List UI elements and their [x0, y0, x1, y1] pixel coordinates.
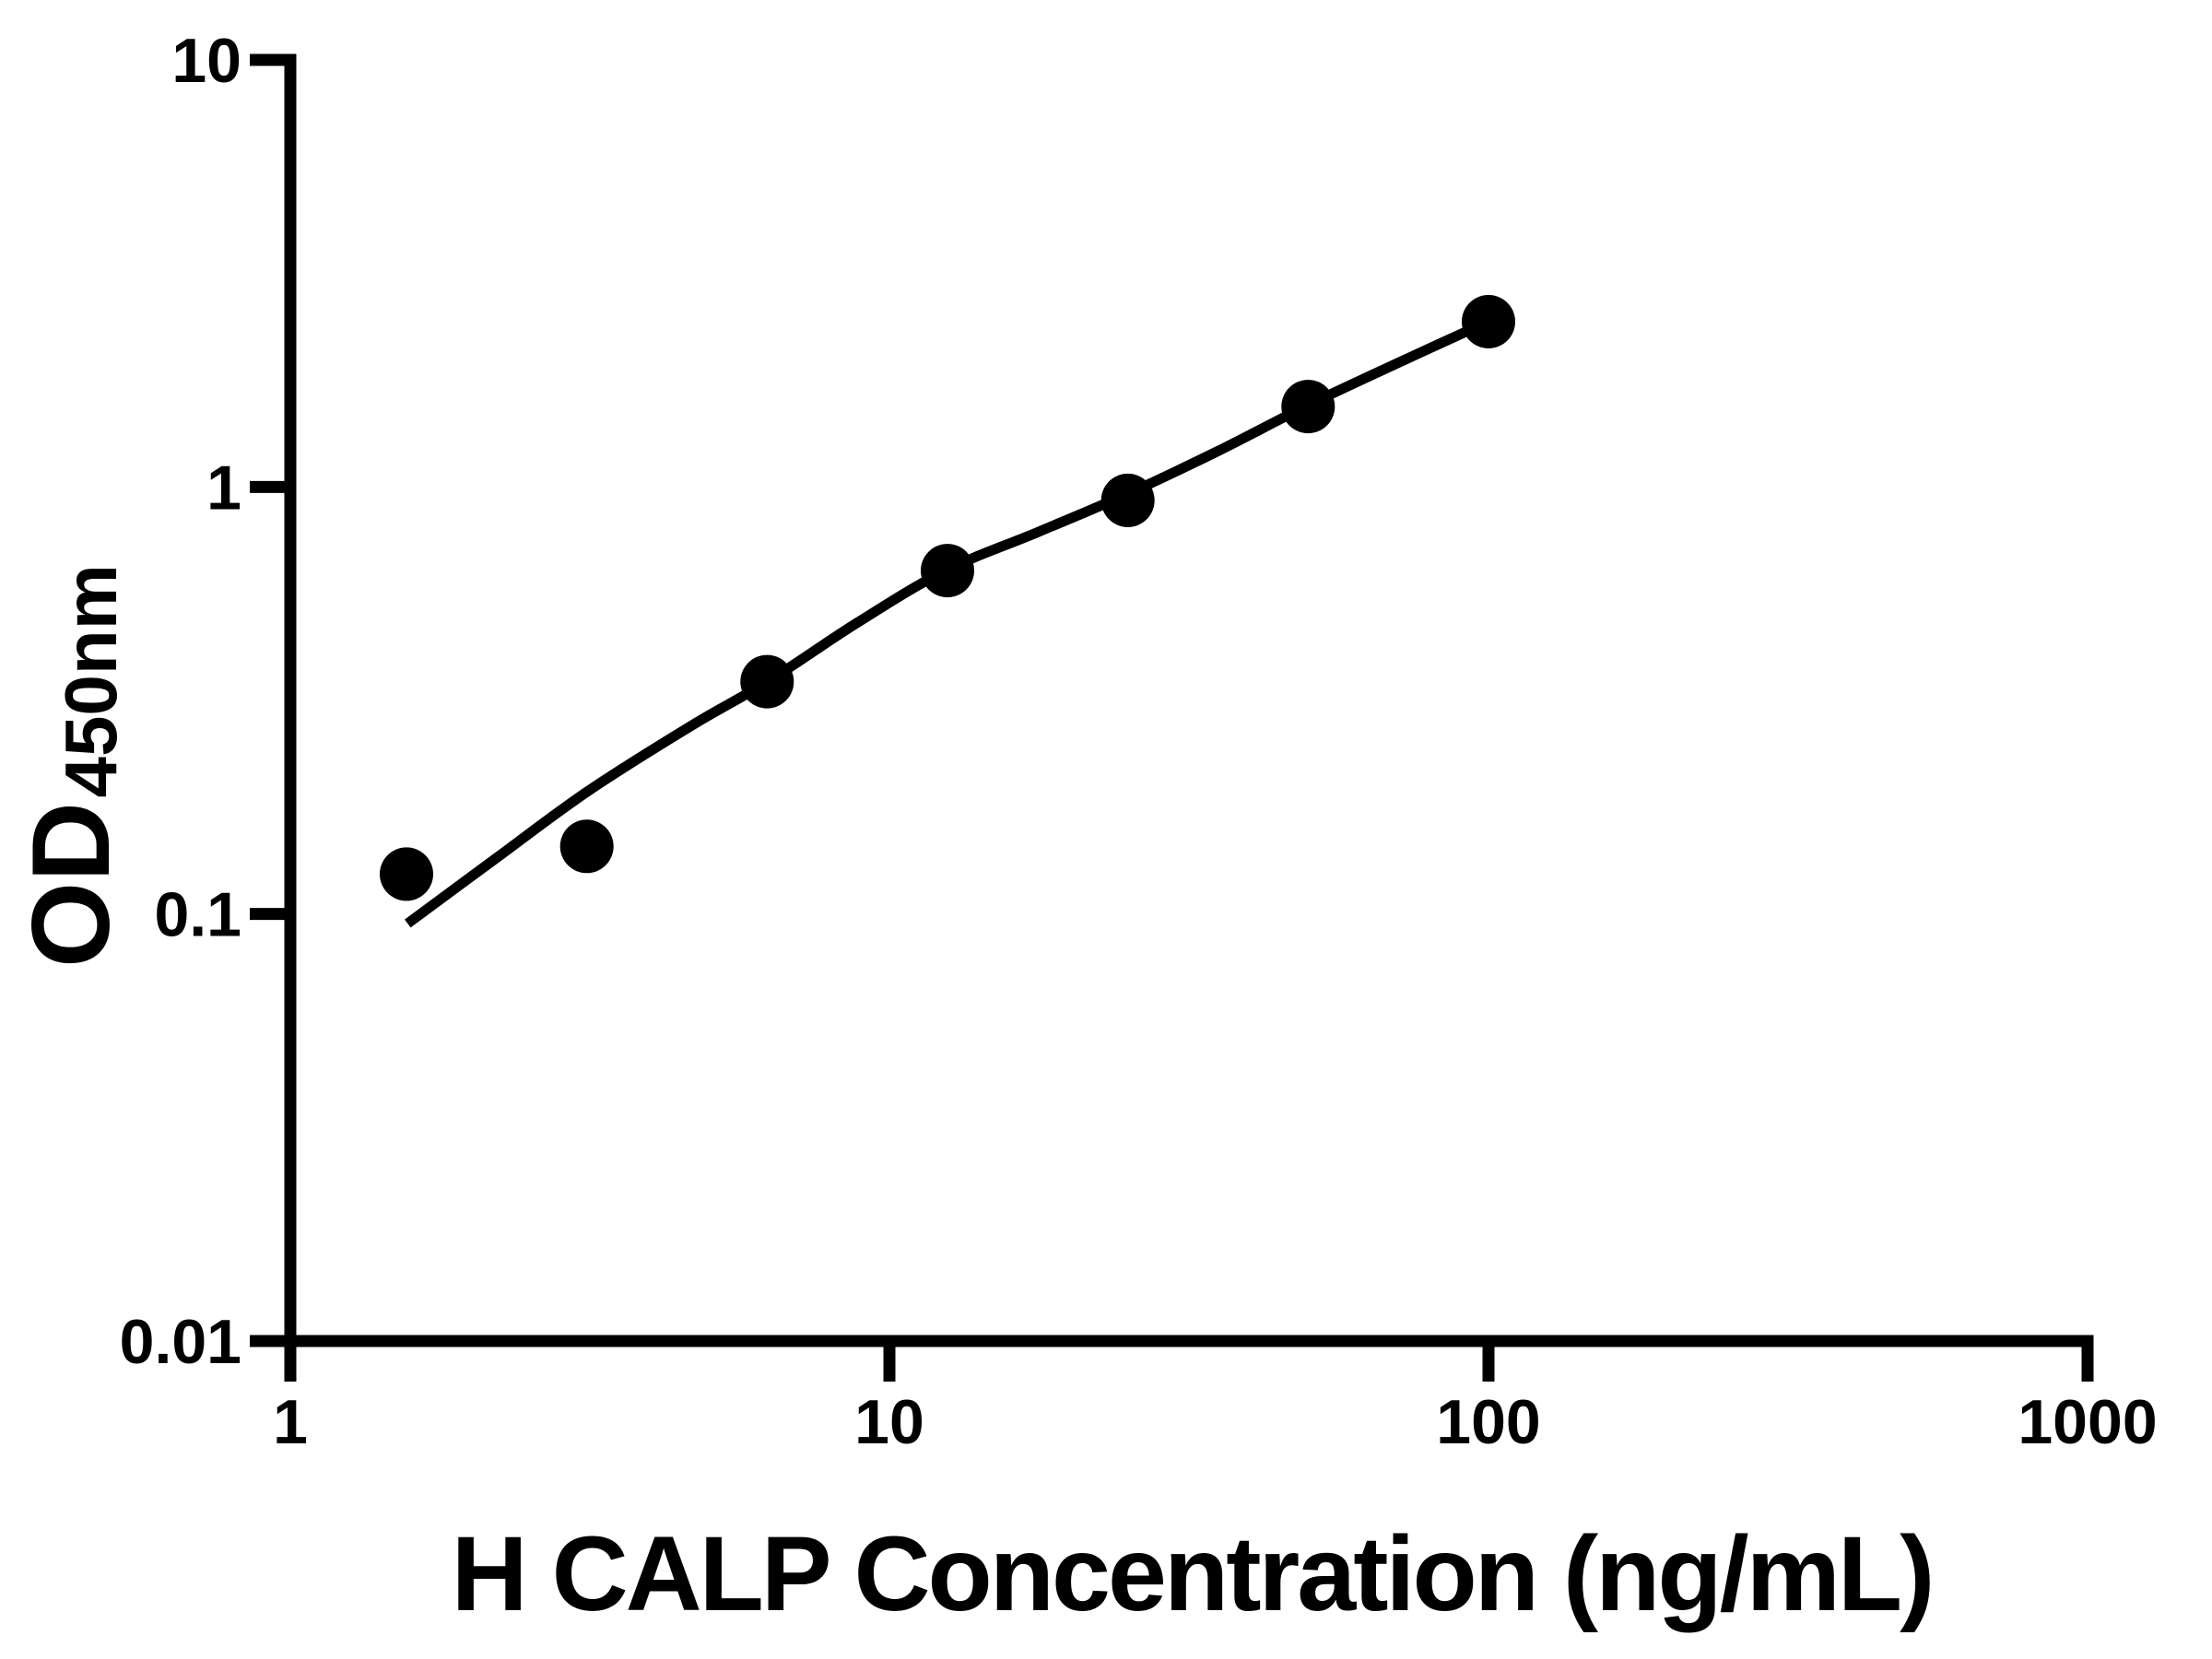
- y-axis-title-main: OD: [9, 802, 133, 968]
- data-point-marker: [559, 819, 614, 874]
- tick-labels: 0.01 0.1 1 10 1 10 100 1000: [120, 26, 2158, 1457]
- x-tick-label: 100: [1436, 1387, 1540, 1457]
- y-tick-label: 1: [206, 453, 241, 523]
- data-point-marker: [380, 847, 433, 901]
- data-point-marker: [740, 654, 794, 709]
- y-tick-label: 0.1: [154, 880, 241, 950]
- x-axis-title: H CALP Concentration (ng/mL): [452, 1515, 1933, 1633]
- y-tick-label: 10: [171, 26, 241, 96]
- data-point-marker: [1462, 295, 1515, 348]
- axes: [284, 53, 2094, 1347]
- data-point-marker: [921, 544, 974, 598]
- y-axis-title-subscript: 450nm: [50, 564, 132, 797]
- y-axis-title: OD 450nm: [9, 564, 133, 968]
- x-tick-label: 10: [854, 1387, 924, 1457]
- data-point-marker: [1100, 473, 1155, 527]
- data-series-layer: [380, 295, 1515, 928]
- x-tick-label: 1: [273, 1387, 308, 1457]
- x-tick-label: 1000: [2018, 1387, 2157, 1457]
- data-point-marker: [1281, 380, 1335, 434]
- y-tick-label: 0.01: [120, 1307, 241, 1377]
- tick-marks: [250, 53, 2094, 1382]
